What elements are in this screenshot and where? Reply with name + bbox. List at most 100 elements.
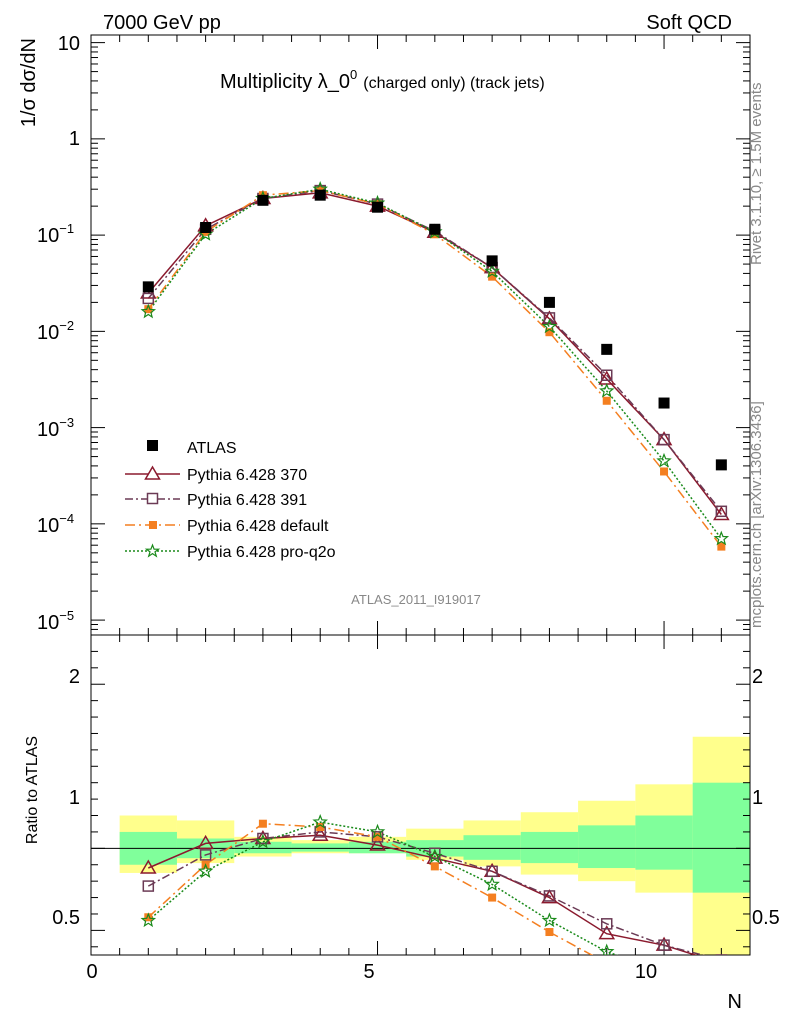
ratio-y-axis-label: Ratio to ATLAS xyxy=(24,736,41,844)
band-inner-4 xyxy=(348,841,407,854)
y-tick-1e-1-base: 10 xyxy=(37,225,59,247)
top-line-spro xyxy=(147,188,722,540)
top-marker-atlas-8 xyxy=(543,296,555,308)
top-marker-atlas-5 xyxy=(372,201,384,213)
ratio-marker-sdef-1 xyxy=(144,913,153,922)
ratio-axis-frame xyxy=(90,634,751,956)
title-superscript: 0 xyxy=(350,67,357,82)
ratio-tick-right-0.5: 0.5 xyxy=(752,907,780,929)
legend-marker-atlas xyxy=(147,440,158,451)
ratio-marker-spro-11 xyxy=(715,978,727,990)
top-marker-sdef-8 xyxy=(545,328,554,337)
x-tick-10: 10 xyxy=(635,961,657,983)
y-tick-10: 10 xyxy=(58,33,80,55)
x-tick-labels: 0 5 10 xyxy=(86,961,657,983)
band-inner-10 xyxy=(692,782,750,893)
top-marker-atlas-1 xyxy=(142,281,154,293)
y-tick-1: 1 xyxy=(69,128,80,150)
ratio-series-markers xyxy=(139,813,728,993)
header-left-label: 7000 GeV pp xyxy=(103,12,221,34)
ratio-marker-s370-8 xyxy=(541,889,558,904)
legend-marker-pro-q2o xyxy=(144,543,161,558)
ratio-marker-spro-3 xyxy=(255,833,271,849)
ratio-marker-s391-6 xyxy=(429,847,441,860)
legend-marker-391 xyxy=(146,492,159,505)
ratio-tick-right-2: 2 xyxy=(752,666,763,688)
ratio-marker-sdef-6 xyxy=(430,862,439,871)
top-marker-sdef-1 xyxy=(144,305,153,314)
ratio-marker-sdef-4 xyxy=(316,823,325,831)
top-marker-atlas-9 xyxy=(601,343,613,355)
title-main: Multiplicity λ_0 xyxy=(220,71,350,93)
band-inner-6 xyxy=(463,835,521,860)
side-label-mcplots: mcplots.cern.ch [arXiv:1306.3436] xyxy=(748,401,765,628)
legend-label-391: Pythia 6.428 391 xyxy=(187,492,307,509)
y-tick-1e-4-base: 10 xyxy=(37,515,59,537)
y-tick-1e-1: 10−1 xyxy=(37,221,74,247)
ratio-marker-sdef-10 xyxy=(660,976,668,984)
ratio-marker-s391-3 xyxy=(257,832,269,845)
ratio-marker-spro-5 xyxy=(369,823,386,839)
ratio-marker-s370-11 xyxy=(721,954,722,955)
band-inner-3 xyxy=(291,843,349,852)
ratio-marker-s391-5 xyxy=(371,831,384,843)
top-marker-atlas-3 xyxy=(257,194,269,206)
plot-title: Multiplicity λ_00 (charged only) (track j… xyxy=(220,67,545,93)
y-tick-1e-3-exp: −3 xyxy=(59,415,74,430)
band-inner-7 xyxy=(520,831,579,864)
ratio-marker-sdef-8 xyxy=(545,928,554,937)
top-marker-s391-10 xyxy=(658,433,670,446)
top-marker-s391-11 xyxy=(715,505,728,518)
ratio-marker-s391-7 xyxy=(486,865,498,878)
y-tick-1e-4: 10−4 xyxy=(37,511,74,537)
top-marker-sdef-10 xyxy=(660,467,669,476)
ratio-marker-s370-5 xyxy=(369,836,386,851)
y-tick-1e-5: 10−5 xyxy=(37,608,74,634)
svg-text:Multiplicity λ_00(charged only: Multiplicity λ_00 (charged only) (track j… xyxy=(220,67,545,93)
ratio-marker-spro-9 xyxy=(599,943,615,955)
x-tick-0: 0 xyxy=(86,961,97,983)
ratio-line-spro xyxy=(147,821,619,955)
top-line-s391 xyxy=(147,189,722,512)
ratio-marker-spro-1 xyxy=(140,912,157,928)
ratio-marker-sdef-11 xyxy=(717,985,725,993)
ratio-marker-s391-9 xyxy=(600,918,613,930)
band-inner-9 xyxy=(635,815,693,870)
ratio-marker-s391-8 xyxy=(543,890,556,902)
ratio-marker-sdef-3 xyxy=(258,819,267,828)
x-tick-5: 5 xyxy=(363,961,374,983)
ratio-marker-s370-1 xyxy=(139,859,157,874)
y-tick-1e-1-exp: −1 xyxy=(59,221,74,236)
top-marker-spro-11 xyxy=(713,530,730,546)
legend-label-atlas: ATLAS xyxy=(187,440,237,457)
top-marker-spro-7 xyxy=(484,263,500,278)
x-axis-label: N xyxy=(728,991,742,1013)
ratio-marker-sdef-5 xyxy=(373,832,382,841)
ratio-marker-s391-11 xyxy=(715,954,728,955)
top-marker-atlas-2 xyxy=(200,221,212,233)
y-tick-1e-5-exp: −5 xyxy=(59,608,74,623)
top-marker-s370-8 xyxy=(541,310,558,325)
legend: ATLAS Pythia 6.428 370 Pythia 6.428 391 … xyxy=(125,440,336,561)
top-marker-atlas-4 xyxy=(314,189,326,201)
top-marker-atlas-10 xyxy=(658,397,670,409)
ratio-marker-s391-2 xyxy=(199,849,212,861)
ratio-marker-spro-7 xyxy=(484,876,500,892)
ratio-marker-s370-4 xyxy=(311,826,329,841)
top-marker-spro-10 xyxy=(656,452,672,468)
ratio-marker-spro-4 xyxy=(312,813,328,829)
top-marker-spro-9 xyxy=(599,382,615,398)
top-marker-s391-9 xyxy=(600,369,613,381)
band-inner-8 xyxy=(578,825,636,869)
legend-label-370: Pythia 6.428 370 xyxy=(187,467,307,484)
top-marker-sdef-9 xyxy=(602,396,611,405)
top-marker-sdef-11 xyxy=(717,542,726,551)
band-inner-2 xyxy=(234,841,292,854)
y-tick-1e-5-base: 10 xyxy=(37,612,59,634)
header-right-label: Soft QCD xyxy=(646,12,732,34)
ratio-marker-spro-8 xyxy=(541,912,558,928)
top-marker-s391-1 xyxy=(142,292,155,305)
ratio-tick-left-0.5: 0.5 xyxy=(52,907,80,929)
top-marker-spro-1 xyxy=(140,303,157,319)
legend-label-default: Pythia 6.428 default xyxy=(187,518,329,535)
